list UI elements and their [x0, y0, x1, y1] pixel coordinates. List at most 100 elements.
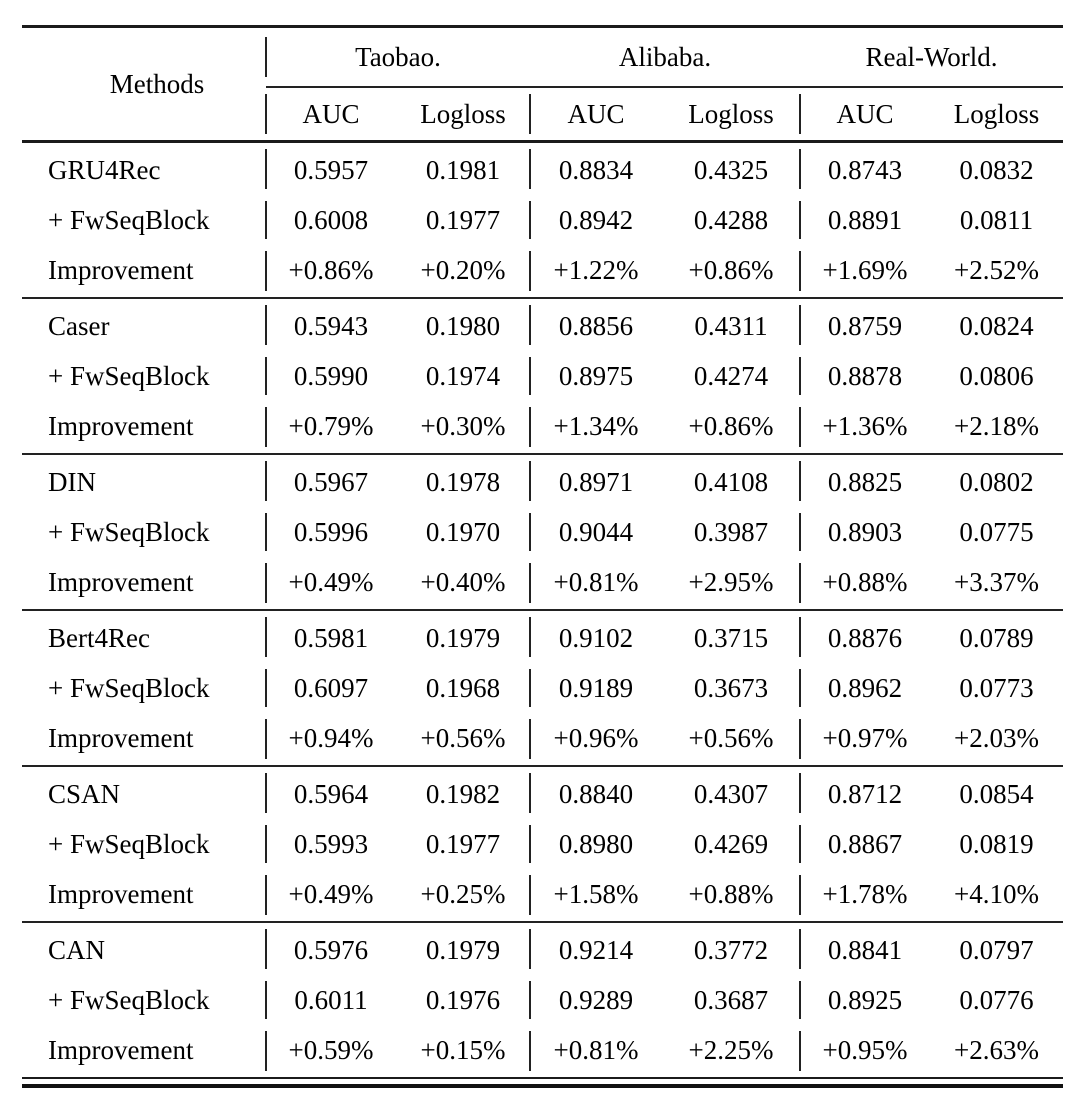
value-cell: +2.52%: [954, 254, 1040, 285]
value-cell: 0.4269: [693, 828, 769, 859]
value-cell: 0.1982: [425, 778, 501, 809]
value-cell: 0.0775: [959, 516, 1034, 547]
value-cell: 0.1977: [425, 828, 501, 859]
value-cell: +0.40%: [420, 566, 506, 597]
table-row: Improvement +0.79% +0.30% +1.34% +0.86% +1.36…: [22, 401, 1063, 454]
value-cell: 0.1978: [425, 466, 501, 497]
value-cell: 0.6097: [265, 663, 396, 713]
value-cell: 0.0819: [959, 828, 1034, 859]
value-cell: 0.4325: [693, 154, 769, 185]
method-name-cell: + FwSeqBlock: [48, 516, 210, 547]
value-cell: +0.56%: [420, 722, 506, 753]
value-cell: +2.25%: [688, 1034, 774, 1065]
method-block: Caser 0.5943 0.1980 0.8856 0.4311 0.8759 0.082…: [22, 298, 1064, 454]
value-cell: 0.9102: [529, 610, 662, 663]
method-block: CSAN 0.5964 0.1982 0.8840 0.4307 0.8712 0.0854…: [22, 766, 1064, 922]
column-group-real-world: Real-World.: [800, 26, 1064, 88]
value-cell: 0.9289: [529, 975, 662, 1025]
value-cell: 0.1970: [425, 516, 501, 547]
value-cell: 0.1976: [425, 984, 501, 1015]
value-cell: 0.0802: [959, 466, 1034, 497]
value-cell: 0.8925: [799, 975, 930, 1025]
subheader-alibaba-auc: AUC: [529, 87, 662, 142]
value-cell: 0.4108: [693, 466, 769, 497]
value-cell: +0.30%: [420, 410, 506, 441]
value-cell: 0.8878: [799, 351, 930, 401]
method-name-cell: Improvement: [48, 410, 194, 441]
value-cell: 0.4274: [693, 360, 769, 391]
value-cell: +1.58%: [529, 869, 662, 922]
value-cell: +1.36%: [799, 401, 930, 454]
value-cell: 0.8867: [799, 819, 930, 869]
value-cell: +0.81%: [529, 1025, 662, 1077]
value-cell: 0.1979: [425, 934, 501, 965]
method-name-cell: + FwSeqBlock: [48, 672, 210, 703]
value-cell: +0.95%: [799, 1025, 930, 1077]
value-cell: 0.9189: [529, 663, 662, 713]
method-name-cell: Improvement: [48, 722, 194, 753]
value-cell: 0.1981: [425, 154, 501, 185]
value-cell: 0.3772: [693, 934, 769, 965]
value-cell: 0.4311: [694, 310, 768, 341]
value-cell: 0.0773: [959, 672, 1034, 703]
method-block: Bert4Rec 0.5981 0.1979 0.9102 0.3715 0.8876 0.…: [22, 610, 1064, 766]
value-cell: 0.8942: [529, 195, 662, 245]
value-cell: +0.96%: [529, 713, 662, 766]
value-cell: +1.78%: [799, 869, 930, 922]
value-cell: +0.56%: [688, 722, 774, 753]
value-cell: 0.8712: [799, 766, 930, 819]
value-cell: 0.1968: [425, 672, 501, 703]
table-row: Caser 0.5943 0.1980 0.8856 0.4311 0.8759 0.082…: [22, 298, 1063, 351]
value-cell: 0.5990: [265, 351, 396, 401]
table-row: CAN 0.5976 0.1979 0.9214 0.3772 0.8841 0.0797: [22, 922, 1063, 975]
subheader-real-world-auc: AUC: [799, 87, 930, 142]
method-name-cell: Improvement: [48, 1034, 194, 1065]
value-cell: 0.5981: [265, 610, 396, 663]
subheader-alibaba-logloss: Logloss: [688, 98, 774, 129]
value-cell: +0.81%: [529, 557, 662, 610]
value-cell: 0.0806: [959, 360, 1034, 391]
value-cell: 0.8840: [529, 766, 662, 819]
value-cell: 0.3987: [693, 516, 769, 547]
method-name-cell: Improvement: [48, 878, 194, 909]
value-cell: 0.6008: [265, 195, 396, 245]
method-name-cell: CAN: [48, 934, 106, 965]
method-name-cell: Improvement: [48, 254, 194, 285]
header-group-row: Methods Taobao. Alibaba. Real-World.: [22, 26, 1064, 99]
subheader-taobao-auc: AUC: [265, 87, 396, 142]
value-cell: 0.1974: [425, 360, 501, 391]
value-cell: 0.9044: [529, 507, 662, 557]
table-row: CSAN 0.5964 0.1982 0.8840 0.4307 0.8712 0.0854: [22, 766, 1063, 819]
method-block: CAN 0.5976 0.1979 0.9214 0.3772 0.8841 0.0797 +…: [22, 922, 1064, 1077]
value-cell: +2.18%: [954, 410, 1040, 441]
subheader-real-world-logloss: Logloss: [953, 98, 1040, 129]
header-sub-row: AUC Logloss AUC Logloss AUC Logloss: [22, 87, 1063, 142]
value-cell: +0.49%: [265, 557, 396, 610]
table-row: Bert4Rec 0.5981 0.1979 0.9102 0.3715 0.8876 0.…: [22, 610, 1063, 663]
column-group-alibaba: Alibaba.: [530, 26, 801, 88]
methods-column-header: Methods: [109, 68, 205, 99]
value-cell: 0.8825: [799, 454, 930, 507]
table-row: + FwSeqBlock 0.6011 0.1976 0.9289 0.3687 0.89…: [22, 975, 1063, 1025]
value-cell: 0.3715: [693, 622, 769, 653]
value-cell: 0.8841: [799, 922, 930, 975]
value-cell: +0.88%: [688, 878, 774, 909]
value-cell: +1.34%: [529, 401, 662, 454]
value-cell: 0.5943: [265, 298, 396, 351]
value-cell: 0.0776: [959, 984, 1034, 1015]
value-cell: +0.20%: [420, 254, 506, 285]
value-cell: 0.8980: [529, 819, 662, 869]
value-cell: +0.59%: [265, 1025, 396, 1077]
value-cell: 0.5957: [265, 142, 396, 196]
value-cell: 0.8962: [799, 663, 930, 713]
value-cell: 0.6011: [265, 975, 396, 1025]
value-cell: 0.8975: [529, 351, 662, 401]
value-cell: 0.1980: [425, 310, 501, 341]
table-row: Improvement +0.49% +0.40% +0.81% +2.95% +0.88…: [22, 557, 1063, 610]
value-cell: +2.95%: [688, 566, 774, 597]
results-table: Methods Taobao. Alibaba. Real-World. AUC…: [22, 25, 1064, 1077]
table-row: + FwSeqBlock 0.6008 0.1977 0.8942 0.4288 0.88…: [22, 195, 1063, 245]
method-name-cell: DIN: [48, 466, 96, 497]
value-cell: +0.49%: [265, 869, 396, 922]
